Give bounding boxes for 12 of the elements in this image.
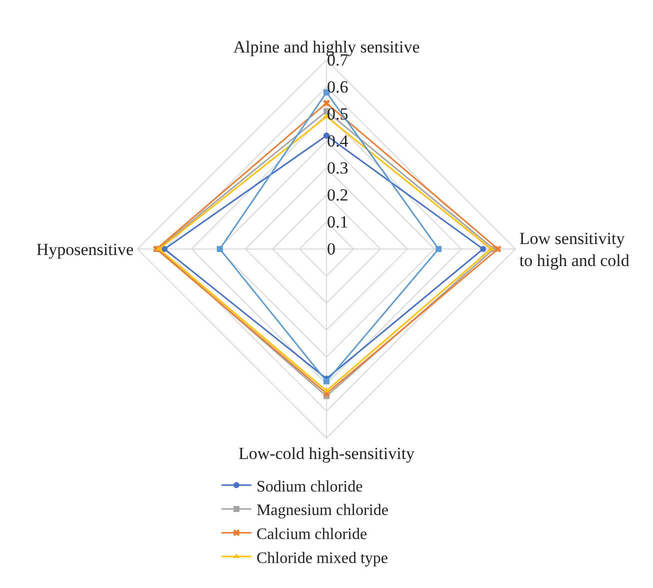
spoke-label: Hyposensitive [36,240,134,259]
legend-label: Sodium chloride [256,478,363,496]
legend-label: Chloride mixed type [256,550,388,567]
legend-label: Magnesium chloride [256,502,388,520]
y-tick-label: 0.2 [327,186,348,205]
y-tick-label: 0.3 [327,158,348,178]
spoke-label: Low-cold high-sensitivity [238,444,416,463]
y-tick-label: 0.6 [327,78,348,97]
spoke-label: Low sensitivity to high and cold [519,228,630,270]
legend-label: Calcium chloride [256,526,368,543]
y-tick-label: 0 [327,240,336,259]
y-tick-label: 0.1 [327,212,348,232]
